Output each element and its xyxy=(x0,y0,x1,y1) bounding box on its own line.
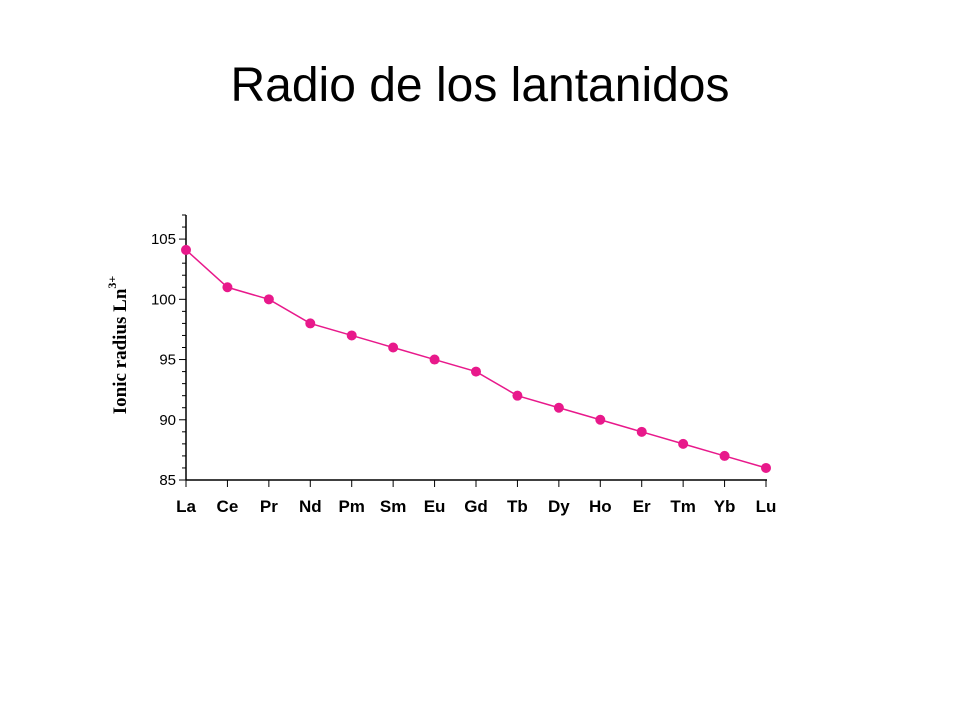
y-axis-label-superscript: 3+ xyxy=(105,276,119,289)
x-category-label: Ho xyxy=(589,497,612,516)
data-point xyxy=(388,342,399,353)
svg-text:Ionic radius Ln3+: Ionic radius Ln3+ xyxy=(105,276,131,415)
data-point xyxy=(553,402,564,413)
data-point xyxy=(263,294,274,305)
x-category-label: Pr xyxy=(260,497,278,516)
data-point xyxy=(678,438,689,449)
x-category-label: Er xyxy=(633,497,651,516)
x-category-label: Nd xyxy=(299,497,322,516)
x-category-label: Ce xyxy=(217,497,239,516)
y-tick-label: 85 xyxy=(159,472,176,489)
series-line xyxy=(185,249,767,469)
x-category-label: La xyxy=(176,497,196,516)
y-axis-title: Ionic radius Ln3+ xyxy=(105,276,131,415)
data-series xyxy=(181,244,771,473)
data-point xyxy=(305,318,316,329)
y-tick-label: 105 xyxy=(151,231,176,248)
x-ticks: La Ce Pr Nd Pm Sm Eu Gd Tb Dy Ho Er Tm Yb Lu xyxy=(176,480,776,516)
x-category-label: Pm xyxy=(338,497,364,516)
x-category-label: Tb xyxy=(507,497,528,516)
slide-title: Radio de los lantanidos xyxy=(230,59,730,112)
data-point xyxy=(181,244,191,255)
data-point xyxy=(719,450,730,461)
x-category-label: Dy xyxy=(548,497,570,516)
x-category-label: Eu xyxy=(424,497,446,516)
y-axis-label: Ionic radius Ln xyxy=(110,288,131,414)
y-tick-label: 90 xyxy=(159,412,176,429)
data-point xyxy=(761,462,771,473)
y-tick-label: 95 xyxy=(159,352,176,369)
x-category-label: Gd xyxy=(464,497,488,516)
x-category-label: Tm xyxy=(670,497,696,516)
data-point xyxy=(512,390,523,401)
x-category-label: Lu xyxy=(756,497,777,516)
x-category-label: Sm xyxy=(380,497,406,516)
x-category-label: Yb xyxy=(714,497,736,516)
data-point xyxy=(429,354,440,365)
y-ticks: 85 90 95 100 105 xyxy=(151,214,186,489)
data-point xyxy=(346,330,357,341)
data-point xyxy=(595,414,606,425)
data-point xyxy=(471,366,481,377)
data-point xyxy=(222,282,233,293)
y-tick-label: 100 xyxy=(151,291,176,308)
data-point xyxy=(636,426,647,437)
